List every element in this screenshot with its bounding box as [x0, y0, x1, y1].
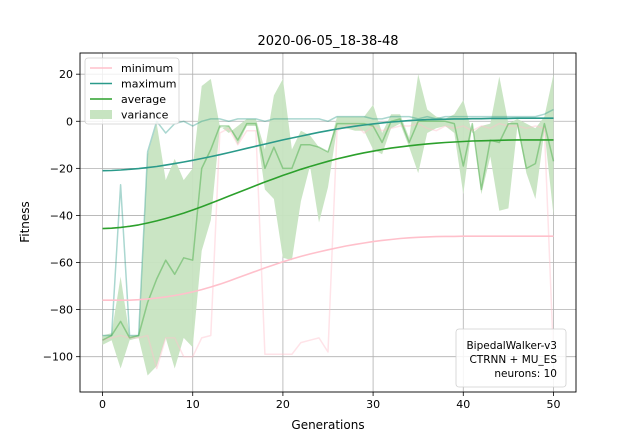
variance-band — [102, 74, 554, 376]
legend: minimum maximum average variance — [84, 57, 180, 125]
legend-label-variance: variance — [121, 109, 169, 122]
x-tick-label: 20 — [276, 398, 290, 411]
x-tick-label: 40 — [456, 398, 470, 411]
info-box-frame — [455, 328, 567, 388]
maximum-smoothed-line — [102, 117, 554, 172]
info-box: BipedalWalker-v3 CTRNN + MU_ES neurons: 10 — [455, 328, 567, 388]
y-tick-label: 0 — [66, 115, 73, 128]
y-axis-ticks: 20 0 −20 −40 −60 −80 −100 — [43, 68, 80, 364]
info-box-line: neurons: 10 — [494, 368, 557, 380]
smoothed-series — [102, 117, 554, 302]
y-tick-label: 20 — [59, 68, 73, 81]
average-raw-line — [102, 118, 555, 341]
variance-band-area — [102, 74, 554, 376]
x-tick-label: 10 — [186, 398, 200, 411]
info-box-line: CTRNN + MU_ES — [469, 354, 557, 366]
y-tick-label: −40 — [50, 209, 73, 222]
y-tick-label: −100 — [43, 351, 73, 364]
minimum-raw-line — [102, 122, 555, 370]
x-tick-label: 0 — [99, 398, 106, 411]
legend-frame — [84, 57, 180, 125]
y-axis-label: Fitness — [18, 201, 32, 243]
legend-label-maximum: maximum — [121, 78, 176, 91]
y-tick-label: −60 — [50, 257, 73, 270]
x-axis-label: Generations — [291, 418, 364, 432]
x-tick-label: 50 — [546, 398, 560, 411]
legend-label-average: average — [121, 93, 166, 106]
plot-frame — [79, 52, 577, 393]
y-tick-label: −20 — [50, 162, 73, 175]
legend-label-minimum: minimum — [121, 62, 173, 75]
y-tick-label: −80 — [50, 304, 73, 317]
average-smoothed-line — [102, 139, 554, 230]
x-tick-label: 30 — [366, 398, 380, 411]
chart-title: 2020-06-05_18-38-48 — [257, 34, 398, 49]
minimum-smoothed-line — [102, 235, 554, 302]
legend-swatch-variance — [90, 110, 112, 119]
info-box-line: BipedalWalker-v3 — [466, 340, 557, 352]
x-axis-ticks: 0 10 20 30 40 50 — [99, 392, 560, 411]
